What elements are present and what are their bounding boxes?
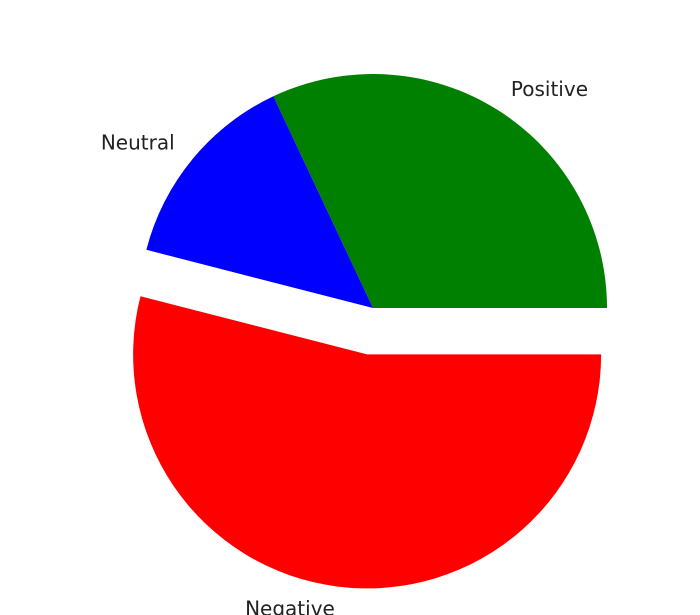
pie-label-negative: Negative	[245, 596, 335, 615]
pie-slice-positive	[273, 73, 607, 308]
pie-slice-negative	[133, 296, 602, 589]
pie-slice-neutral	[146, 96, 373, 308]
pie-slices	[133, 73, 607, 589]
pie-label-neutral: Neutral	[101, 130, 175, 154]
pie-labels: Positive Neutral Negative	[101, 77, 588, 615]
pie-label-positive: Positive	[511, 77, 588, 101]
